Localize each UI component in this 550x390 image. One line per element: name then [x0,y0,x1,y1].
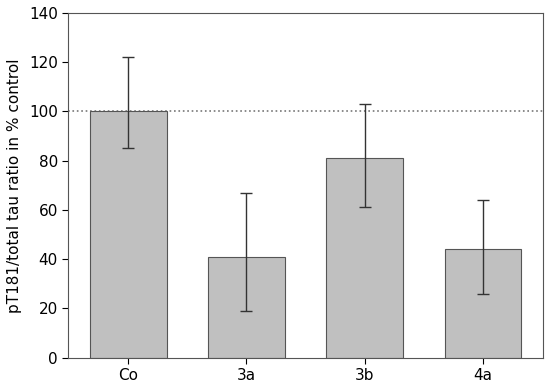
Y-axis label: pT181/total tau ratio in % control: pT181/total tau ratio in % control [7,58,22,312]
Bar [208,257,285,358]
Bar [326,158,403,358]
Bar [90,112,167,358]
Bar [444,249,521,358]
